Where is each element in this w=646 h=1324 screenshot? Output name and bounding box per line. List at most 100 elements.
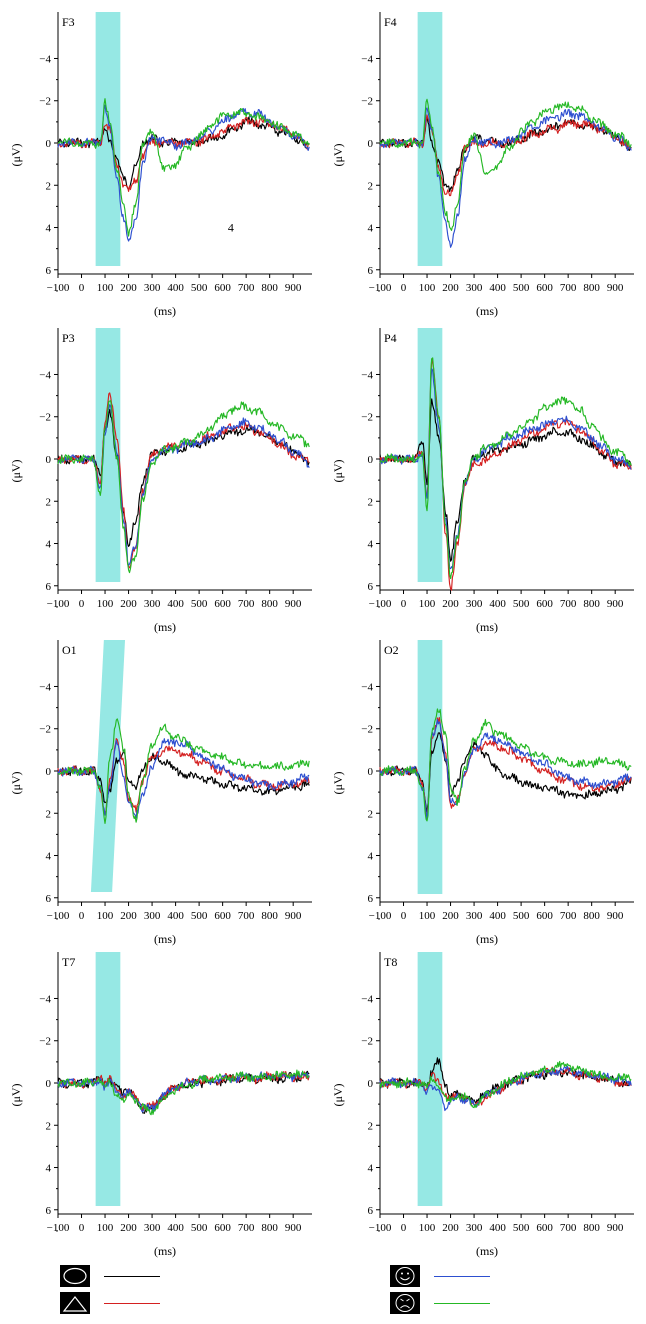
panel-f3: −4 −2 0 2 4 6 −100 0 100 200 300 400 500 600 700 800 900… [9,12,312,318]
x-tick-label: 600 [214,910,231,922]
y-tick-label: 0 [46,766,52,778]
x-tick-label: 800 [261,1222,278,1234]
y-axis-label: (μV) [9,771,23,794]
x-tick-label: 300 [144,910,161,922]
y-tick-label: 4 [368,223,374,235]
legend-item-sad-face [390,1292,490,1314]
x-tick-label: 700 [238,282,255,294]
x-tick-label: 200 [120,598,137,610]
y-tick-label: 2 [46,808,52,820]
panel-annotation: 4 [228,221,234,235]
x-tick-label: 200 [442,1222,459,1234]
y-tick-label: −2 [39,96,51,108]
y-tick-label: 2 [368,1120,374,1132]
x-tick-label: 600 [536,1222,553,1234]
x-axis-label: (ms) [476,1244,498,1258]
x-tick-label: 200 [442,282,459,294]
shaded-window [90,640,126,892]
y-tick-label: −4 [39,369,51,381]
x-tick-label: 800 [583,282,600,294]
y-axis-label: (μV) [9,1083,23,1106]
legend-item-triangle [60,1292,160,1314]
x-tick-label: 300 [144,598,161,610]
x-tick-label: 700 [238,598,255,610]
y-axis-label: (μV) [331,771,345,794]
y-tick-label: 6 [46,1205,52,1217]
series-line-happy-face [57,1071,310,1113]
y-tick-label: 4 [46,539,52,551]
series-line-sad-face [379,1060,632,1109]
legend-item-circle [60,1265,160,1287]
y-tick-label: 6 [46,893,52,905]
x-tick-label: −100 [47,598,70,610]
y-axis-label: (μV) [9,459,23,482]
x-tick-label: −100 [369,282,392,294]
x-tick-label: 0 [401,1222,407,1234]
x-tick-label: 700 [560,910,577,922]
panel-p4: −4 −2 0 2 4 6 −100 0 100 200 300 400 500 600 700 800 900… [331,328,634,634]
y-tick-label: 2 [368,180,374,192]
x-tick-label: 500 [513,282,530,294]
circle-outline-icon [60,1265,90,1287]
panel-label: F3 [62,15,75,29]
y-tick-label: −4 [361,369,373,381]
x-axis-label: (ms) [154,1244,176,1258]
x-tick-label: 700 [560,598,577,610]
series-line-sad-face [57,98,310,237]
x-tick-label: 900 [607,598,624,610]
x-tick-label: 100 [97,282,114,294]
series-line-sad-face [379,357,632,580]
series-line-sad-face [57,718,310,824]
y-tick-label: 0 [368,454,374,466]
y-tick-label: 0 [368,1078,374,1090]
panel-t8: −4 −2 0 2 4 6 −100 0 100 200 300 400 500 600 700 800 900… [331,952,634,1258]
x-tick-label: 500 [191,1222,208,1234]
series-line-happy-face [379,719,632,821]
x-tick-label: 500 [513,910,530,922]
x-tick-label: 700 [238,1222,255,1234]
series-line-sad-face [379,98,632,231]
y-axis-label: (μV) [331,143,345,166]
happy-face-icon [390,1265,420,1287]
x-tick-label: 800 [583,1222,600,1234]
x-axis-label: (ms) [476,304,498,318]
y-tick-label: 0 [368,138,374,150]
y-axis-label: (μV) [331,459,345,482]
y-tick-label: 4 [46,851,52,863]
x-tick-label: 600 [536,282,553,294]
x-axis-label: (ms) [154,620,176,634]
panel-f4: −4 −2 0 2 4 6 −100 0 100 200 300 400 500 600 700 800 900… [331,12,634,318]
x-tick-label: 100 [97,910,114,922]
x-tick-label: −100 [369,598,392,610]
x-tick-label: 500 [513,1222,530,1234]
y-tick-label: 4 [368,851,374,863]
y-axis-label: (μV) [9,143,23,166]
x-tick-label: 400 [489,598,506,610]
x-tick-label: 400 [489,1222,506,1234]
y-tick-label: 4 [46,1163,52,1175]
x-tick-label: 900 [285,1222,302,1234]
x-tick-label: 300 [466,598,483,610]
x-tick-label: 900 [285,598,302,610]
x-tick-label: −100 [47,910,70,922]
legend-item-happy-face [390,1265,490,1287]
x-tick-label: 500 [191,910,208,922]
x-tick-label: 100 [419,1222,436,1234]
y-tick-label: 4 [46,223,52,235]
y-tick-label: 6 [46,265,52,277]
series-line-sad-face [379,708,632,822]
y-tick-label: 2 [46,180,52,192]
x-tick-label: 900 [285,282,302,294]
x-tick-label: 600 [214,282,231,294]
x-tick-label: 400 [489,282,506,294]
x-tick-label: 100 [419,598,436,610]
panel-label: P4 [384,331,397,345]
panel-o1: −4 −2 0 2 4 6 −100 0 100 200 300 400 500 600 700 800 900… [9,640,312,946]
y-tick-label: −4 [39,993,51,1005]
y-tick-label: −2 [361,1036,373,1048]
x-tick-label: 200 [120,910,137,922]
x-tick-label: 0 [79,282,85,294]
x-axis-label: (ms) [154,932,176,946]
x-tick-label: 100 [97,1222,114,1234]
